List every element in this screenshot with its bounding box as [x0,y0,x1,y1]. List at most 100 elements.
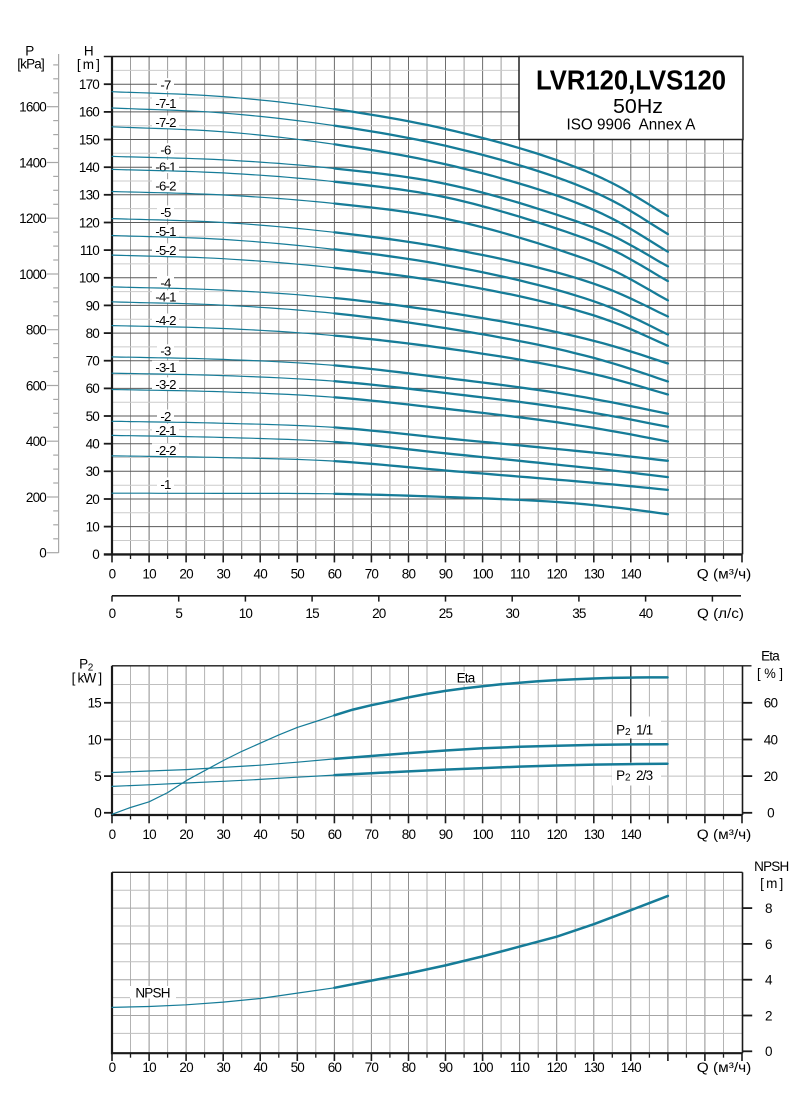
svg-text:30: 30 [216,1060,230,1075]
svg-text:40: 40 [764,732,778,747]
svg-text:600: 600 [26,378,46,393]
svg-text:10: 10 [239,606,253,621]
svg-text:2: 2 [88,663,94,674]
svg-text:60: 60 [328,1060,342,1075]
svg-text:40: 40 [253,1060,267,1075]
svg-text:[ m ]: [ m ] [760,876,782,891]
svg-text:P: P [79,656,88,671]
svg-text:30: 30 [86,464,100,479]
svg-text:70: 70 [86,354,100,369]
svg-text:130: 130 [584,827,604,842]
svg-text:10: 10 [88,732,102,747]
svg-text:Q (л/с): Q (л/с) [697,606,744,621]
svg-text:70: 70 [365,827,379,842]
svg-text:15: 15 [305,606,319,621]
svg-text:130: 130 [79,188,99,203]
svg-text:10: 10 [142,827,156,842]
svg-text:-6-2: -6-2 [155,179,176,194]
svg-text:10: 10 [142,1060,156,1075]
svg-text:1400: 1400 [19,155,46,170]
svg-text:100: 100 [473,1060,493,1075]
svg-text:[ % ]: [ % ] [757,666,783,681]
svg-text:-5-2: -5-2 [155,243,176,258]
svg-text:90: 90 [439,1060,453,1075]
svg-text:60: 60 [328,827,342,842]
svg-text:100: 100 [473,566,493,581]
svg-text:0: 0 [109,1060,116,1075]
svg-text:-7: -7 [160,78,171,93]
svg-text:-5-1: -5-1 [155,224,176,239]
svg-text:[ m ]: [ m ] [77,57,99,72]
svg-text:20: 20 [179,1060,193,1075]
svg-text:80: 80 [402,1060,416,1075]
svg-text:50: 50 [291,1060,305,1075]
svg-text:Q (м³/ч): Q (м³/ч) [697,827,752,842]
svg-text:ISO 9906 Annex A: ISO 9906 Annex A [567,117,697,134]
svg-text:-2-1: -2-1 [155,423,176,438]
svg-text:50: 50 [291,827,305,842]
svg-text:70: 70 [365,1060,379,1075]
svg-text:40: 40 [253,827,267,842]
svg-text:50Hz: 50Hz [613,96,663,118]
svg-text:-1: -1 [160,477,171,492]
svg-text:80: 80 [402,827,416,842]
svg-text:10: 10 [86,520,100,535]
svg-text:NPSH: NPSH [754,859,788,874]
svg-text:120: 120 [547,566,567,581]
svg-text:20: 20 [764,769,778,784]
svg-text:2: 2 [765,1008,772,1023]
svg-text:20: 20 [372,606,386,621]
svg-text:-2-2: -2-2 [155,443,176,458]
svg-text:30: 30 [505,606,519,621]
svg-text:130: 130 [584,566,604,581]
svg-text:140: 140 [79,160,99,175]
svg-text:140: 140 [621,1060,641,1075]
svg-text:170: 170 [79,77,99,92]
svg-text:1600: 1600 [19,100,46,115]
svg-text:30: 30 [216,827,230,842]
svg-text:2/3: 2/3 [636,768,653,783]
svg-text:-7-1: -7-1 [155,96,176,111]
svg-text:35: 35 [572,606,586,621]
svg-text:-7-2: -7-2 [155,115,176,130]
svg-text:40: 40 [253,566,267,581]
svg-text:50: 50 [291,566,305,581]
svg-text:90: 90 [439,827,453,842]
svg-text:2: 2 [625,773,631,784]
svg-text:140: 140 [621,827,641,842]
svg-text:60: 60 [328,566,342,581]
svg-text:2: 2 [625,727,631,738]
svg-text:0: 0 [765,1044,772,1059]
svg-text:60: 60 [764,696,778,711]
svg-text:110: 110 [510,1060,529,1075]
svg-text:30: 30 [216,566,230,581]
svg-text:110: 110 [510,827,529,842]
svg-text:[ kW ]: [ kW ] [72,671,102,686]
svg-text:25: 25 [439,606,453,621]
svg-text:60: 60 [86,381,100,396]
svg-text:-3: -3 [160,344,171,359]
svg-text:H: H [84,44,93,59]
svg-text:4: 4 [765,973,773,988]
svg-text:P: P [616,768,625,783]
svg-text:160: 160 [79,105,99,120]
svg-text:-3-2: -3-2 [155,377,176,392]
svg-text:120: 120 [79,215,99,230]
svg-text:110: 110 [510,566,529,581]
svg-text:[kPa]: [kPa] [17,57,44,72]
svg-text:20: 20 [179,827,193,842]
svg-text:80: 80 [86,326,100,341]
svg-text:0: 0 [109,606,116,621]
svg-text:120: 120 [547,827,567,842]
svg-text:20: 20 [86,492,100,507]
svg-text:-3-1: -3-1 [155,360,176,375]
svg-text:P: P [616,722,625,737]
svg-text:150: 150 [79,132,99,147]
svg-text:120: 120 [547,1060,567,1075]
svg-text:-4-2: -4-2 [155,313,176,328]
svg-text:6: 6 [765,937,772,952]
svg-text:100: 100 [79,271,99,286]
svg-text:15: 15 [88,696,102,711]
svg-text:80: 80 [402,566,416,581]
svg-text:Eta: Eta [761,648,780,663]
